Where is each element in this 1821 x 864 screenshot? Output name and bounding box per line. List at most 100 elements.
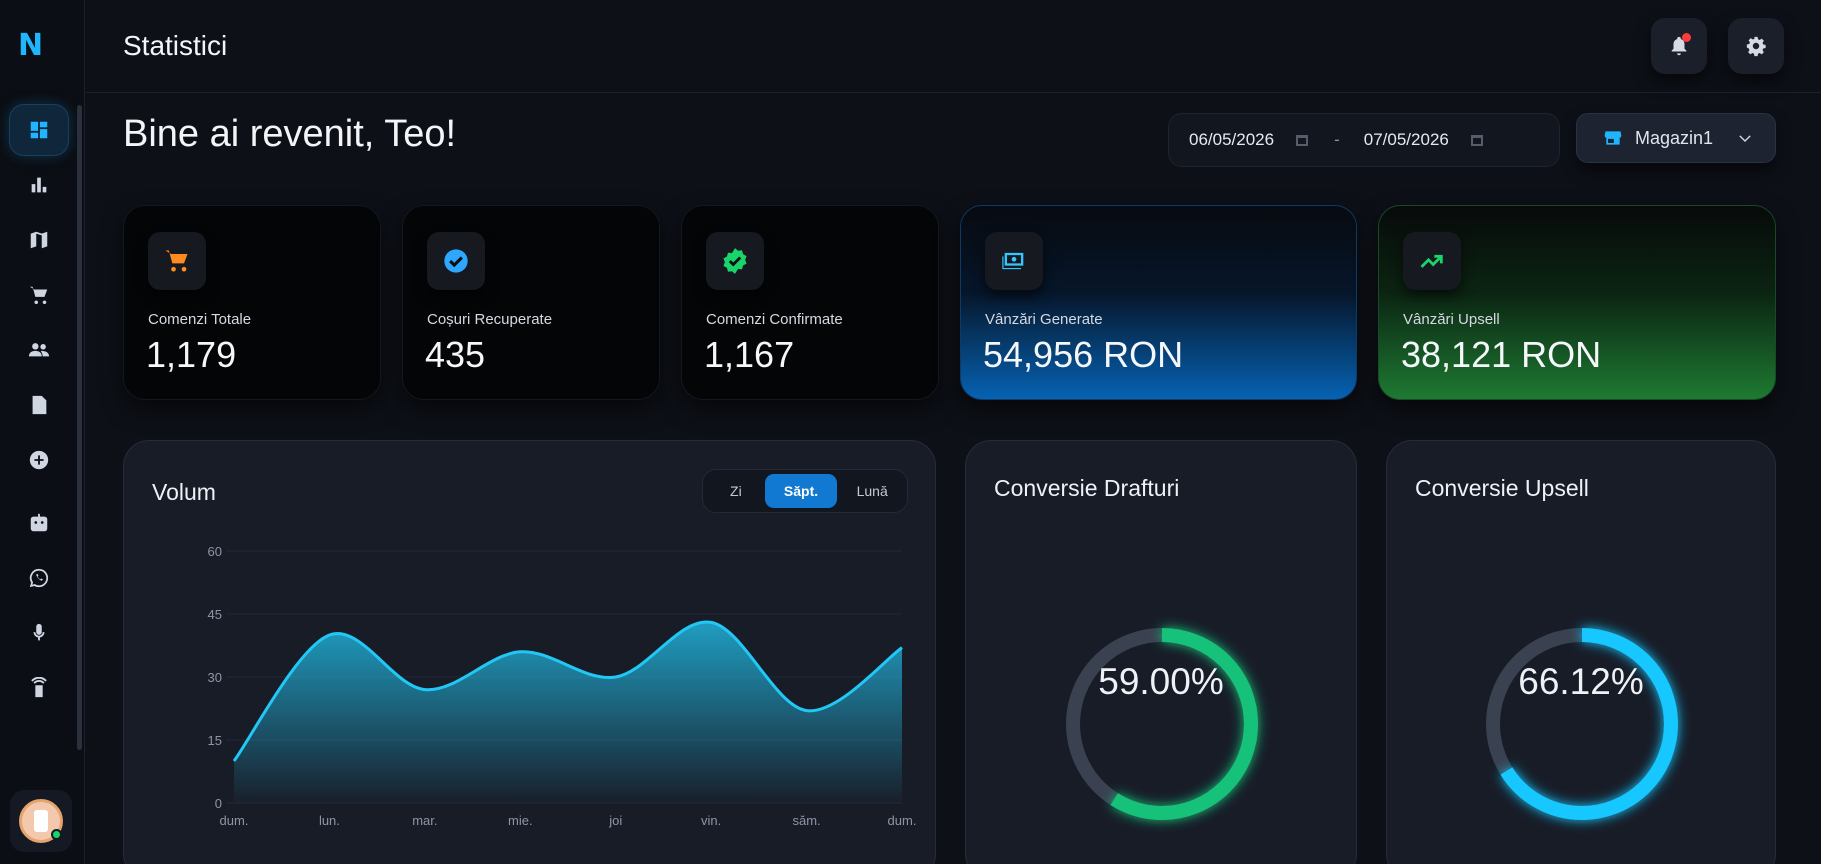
volume-panel: Volum Zi Săpt. Lună 0 15 30 45 60 dum. lun. mar… [123,440,936,864]
stat-label: Vânzări Generate [985,311,1103,328]
app-logo[interactable]: N [18,28,44,63]
remote-icon [31,677,47,698]
money-icon [1002,252,1024,270]
sidebar-item-statistics[interactable] [10,160,68,210]
stat-card-generated-sales: Vânzări Generate 54,956 RON [960,205,1357,400]
avatar [19,799,63,843]
volume-chart: 0 15 30 45 60 dum. lun. mar. mie. joi vin. săm. dum. [208,544,917,828]
stat-label: Comenzi Confirmate [706,311,843,328]
sidebar-item-map[interactable] [10,215,68,265]
stat-icon-box [427,232,485,290]
date-range-picker: 06/05/2026 - 07/05/2026 [1168,113,1560,167]
add-circle-icon [29,450,49,470]
document-icon [32,395,47,415]
stat-label: Vânzări Upsell [1403,311,1500,328]
whatsapp-icon [29,568,49,588]
stat-value: 1,167 [704,334,795,375]
sidebar-scrollbar[interactable] [77,105,82,750]
trending-up-icon [1420,254,1443,268]
upsell-conversion-donut [1486,628,1678,820]
sidebar-item-add[interactable] [10,435,68,485]
date-separator: - [1334,130,1340,149]
donut-progress-arc [1486,628,1678,820]
robot-icon [30,513,48,532]
sidebar-item-orders[interactable] [10,270,68,320]
store-icon [1604,131,1622,145]
y-tick-label: 45 [208,607,222,622]
sidebar-item-voice[interactable] [10,608,68,658]
page-title: Statistici [123,30,228,61]
stat-value: 54,956 RON [983,334,1184,375]
sidebar-item-bot[interactable] [10,498,68,548]
cart-icon [29,286,48,305]
store-select-value: Magazin1 [1635,127,1714,148]
volume-title: Volum [152,479,216,505]
notification-dot [1682,33,1691,42]
upsell-conversion-panel: Conversie Upsell 66.12% [1386,440,1776,864]
draft-conversion-donut [1066,628,1258,820]
gear-icon [1746,36,1766,57]
sidebar-item-whatsapp[interactable] [10,553,68,603]
notifications-button[interactable] [1651,18,1707,74]
stat-label: Comenzi Totale [148,311,252,328]
upsell-conversion-value: 66.12% [1518,661,1644,702]
period-toggle: Zi Săpt. Lună [702,469,908,513]
period-option-month[interactable]: Lună [856,483,888,499]
x-tick-label: dum. [220,813,249,828]
y-tick-label: 0 [215,796,222,811]
stat-icon-box [1403,232,1461,290]
x-tick-label: săm. [792,813,820,828]
date-from-input[interactable]: 06/05/2026 [1189,130,1275,149]
volume-line [232,620,903,762]
x-tick-label: mie. [508,813,533,828]
x-tick-label: dum. [888,813,917,828]
welcome-message: Bine ai revenit, Teo! [123,113,457,155]
stat-card-confirmed-orders: Comenzi Confirmate 1,167 [681,205,939,400]
donut-progress-arc [1066,628,1258,820]
y-tick-label: 60 [208,544,222,559]
top-header: Statistici [86,0,1821,93]
draft-conversion-title: Conversie Drafturi [994,475,1180,501]
sidebar-item-documents[interactable] [10,380,68,430]
x-tick-label: mar. [412,813,437,828]
bar-chart-icon [31,177,47,193]
settings-button[interactable] [1728,18,1784,74]
stat-card-upsell-sales: Vânzări Upsell 38,121 RON [1378,205,1776,400]
stat-value: 435 [425,334,486,375]
users-icon [28,343,50,357]
y-tick-label: 30 [208,670,222,685]
x-tick-label: joi [608,813,622,828]
stat-card-recovered-carts: Coșuri Recuperate 435 [402,205,660,400]
store-select[interactable]: Magazin1 [1576,113,1776,163]
sidebar-item-remote[interactable] [10,663,68,713]
stat-icon-box [706,232,764,290]
sidebar-item-dashboard[interactable] [10,105,68,155]
stat-icon-box [148,232,206,290]
upsell-conversion-title: Conversie Upsell [1415,475,1589,501]
x-tick-label: lun. [319,813,340,828]
date-to-input[interactable]: 07/05/2026 [1363,130,1449,149]
y-tick-label: 15 [208,733,222,748]
dashboard-icon [30,121,48,139]
stat-card-total-orders: Comenzi Totale 1,179 [123,205,381,400]
stat-value: 1,179 [146,334,237,375]
check-circle-icon [444,249,468,273]
microphone-icon [33,623,45,641]
x-tick-label: vin. [701,813,721,828]
user-profile-button[interactable] [10,790,72,852]
calendar-icon[interactable] [1470,134,1483,146]
bell-icon [1671,36,1687,56]
draft-conversion-value: 59.00% [1098,661,1224,702]
stat-icon-box [985,232,1043,290]
verified-badge-icon [723,248,747,274]
period-option-day[interactable]: Zi [730,483,742,499]
draft-conversion-panel: Conversie Drafturi 59.00% [965,440,1357,864]
sidebar-item-customers[interactable] [10,325,68,375]
sidebar: N [0,0,85,864]
chevron-down-icon [1739,135,1751,142]
online-status-dot [51,829,62,840]
period-option-week[interactable]: Săpt. [764,474,838,508]
map-icon [30,231,48,249]
stat-value: 38,121 RON [1401,334,1602,375]
calendar-icon[interactable] [1296,134,1309,146]
